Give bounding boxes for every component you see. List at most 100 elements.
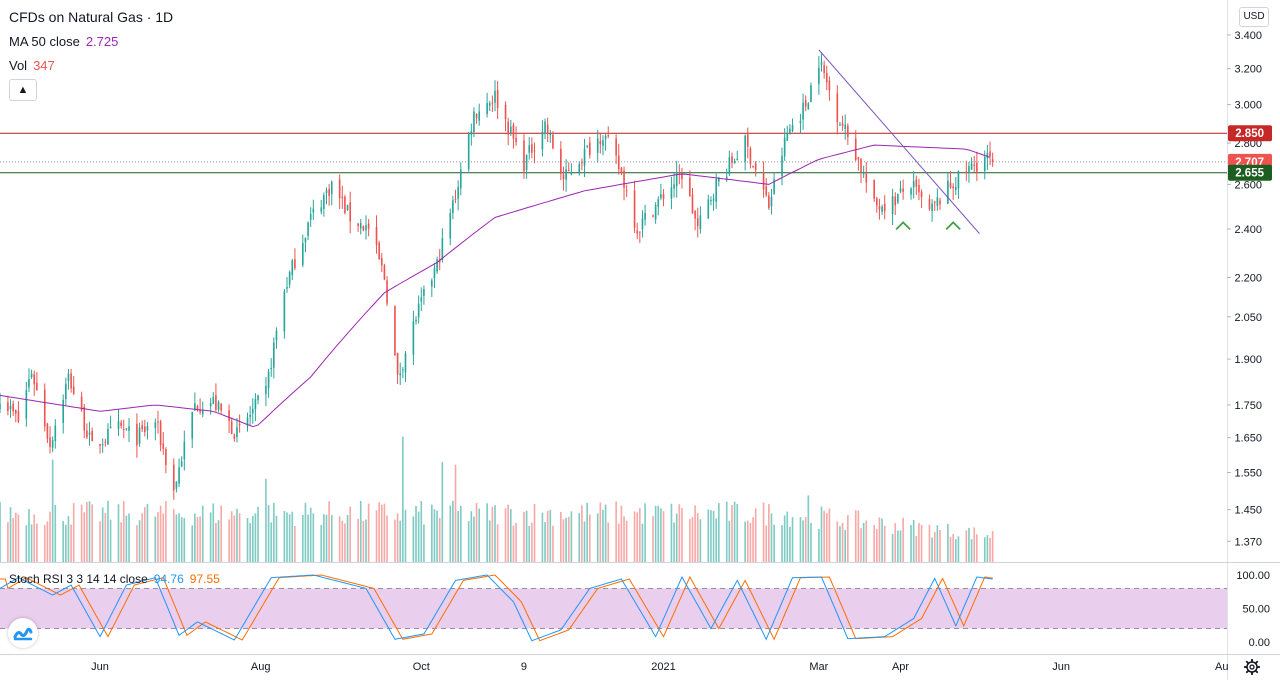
candle-body: [144, 426, 146, 433]
volume-bar: [931, 537, 933, 562]
volume-bar: [301, 515, 304, 562]
candle-body: [660, 194, 662, 198]
candle-body: [402, 369, 404, 371]
volume-bar: [712, 510, 715, 562]
candle: [320, 199, 323, 215]
tradingview-logo-icon[interactable]: [8, 618, 38, 648]
candle-body: [562, 174, 565, 180]
candle-body: [873, 180, 875, 199]
candle: [25, 381, 28, 427]
volume-bar: [641, 523, 644, 562]
volume-bar: [549, 509, 552, 562]
candle-body: [459, 169, 462, 189]
candle: [636, 222, 639, 240]
time-axis[interactable]: Jun Aug Oct 9 2021 Mar Apr Jun Au: [91, 661, 1228, 673]
candle-body: [54, 425, 57, 442]
stoch-d-value: 97.55: [189, 572, 220, 586]
collapse-legend-button[interactable]: ▲: [9, 79, 37, 101]
candle-body: [936, 197, 939, 206]
candle: [836, 85, 839, 135]
volume-bar: [209, 512, 212, 562]
price-label-badge: [1228, 164, 1272, 181]
candle-body: [915, 179, 918, 187]
volume-bar: [141, 513, 144, 562]
volume-bar: [43, 525, 46, 562]
volume-bar: [691, 517, 694, 562]
volume-bar: [283, 510, 286, 562]
candle: [199, 398, 201, 415]
candle-body: [728, 157, 731, 175]
candle: [415, 316, 417, 325]
candle: [14, 409, 17, 423]
volume-bar: [62, 520, 65, 562]
candle-body: [478, 111, 481, 121]
volume-bar: [33, 514, 36, 562]
candle-body: [544, 121, 546, 134]
stoch-legend[interactable]: Stoch RSI 3 3 14 14 close 94.76 97.55: [9, 572, 220, 586]
volume-legend[interactable]: Vol 347: [9, 58, 55, 73]
candle: [275, 327, 278, 349]
trendline-drawing[interactable]: [818, 49, 980, 234]
candle-body: [194, 403, 196, 411]
volume-bar: [604, 504, 607, 562]
candle: [523, 134, 525, 179]
volume-bar: [12, 518, 14, 562]
candle: [452, 195, 454, 220]
volume-bar: [404, 509, 407, 562]
x-tick-label: Mar: [809, 661, 828, 673]
volume-bar: [828, 508, 831, 562]
candle: [736, 150, 739, 161]
candle-body: [983, 156, 986, 171]
candle: [533, 142, 536, 164]
volume-bar: [365, 519, 367, 562]
candle: [652, 214, 654, 218]
candle-body: [107, 429, 109, 445]
candle-body: [588, 142, 591, 156]
volume-bar: [433, 509, 436, 562]
volume-bar: [562, 519, 565, 562]
candle-body: [365, 225, 367, 231]
volume-bar: [623, 516, 625, 562]
volume-bar: [304, 502, 307, 562]
price-axis[interactable]: 3.4003.2003.0002.8002.6002.4002.2002.050…: [1227, 30, 1272, 649]
candle: [136, 413, 138, 458]
candle-body: [641, 218, 644, 230]
candle: [486, 92, 488, 118]
volume-bar: [525, 510, 528, 562]
volume-bar: [836, 521, 839, 562]
candle-body: [172, 464, 175, 491]
y-tick-label: 1.550: [1234, 468, 1262, 480]
candle: [644, 204, 646, 226]
volume-bar: [710, 510, 712, 562]
candle: [251, 398, 254, 424]
volume-bar: [217, 520, 220, 562]
candle-body: [80, 396, 83, 410]
currency-button[interactable]: USD: [1239, 7, 1269, 27]
volume-bar: [473, 516, 475, 562]
candle: [733, 158, 736, 164]
volume-bar: [125, 515, 128, 562]
gear-icon[interactable]: [1243, 658, 1261, 676]
candle-body: [633, 190, 636, 228]
candle-body: [528, 145, 531, 153]
candle: [146, 422, 149, 440]
volume-bar: [596, 513, 599, 562]
candle: [894, 192, 897, 216]
ma-legend[interactable]: MA 50 close 2.725: [9, 34, 118, 49]
candle-body: [933, 201, 936, 203]
symbol-legend[interactable]: CFDs on Natural Gas · 1D: [9, 9, 173, 25]
candle: [681, 167, 683, 189]
candle-body: [362, 225, 365, 231]
volume-bar: [178, 513, 180, 562]
candle: [754, 161, 757, 177]
candle: [9, 399, 12, 418]
candle: [65, 377, 67, 406]
volume-bar: [544, 522, 546, 562]
candle: [504, 101, 507, 132]
volume-bar: [699, 519, 702, 562]
volume-bar: [947, 523, 949, 562]
volume-bar: [515, 522, 517, 562]
candle-body: [515, 137, 517, 143]
candle-body: [844, 124, 847, 129]
